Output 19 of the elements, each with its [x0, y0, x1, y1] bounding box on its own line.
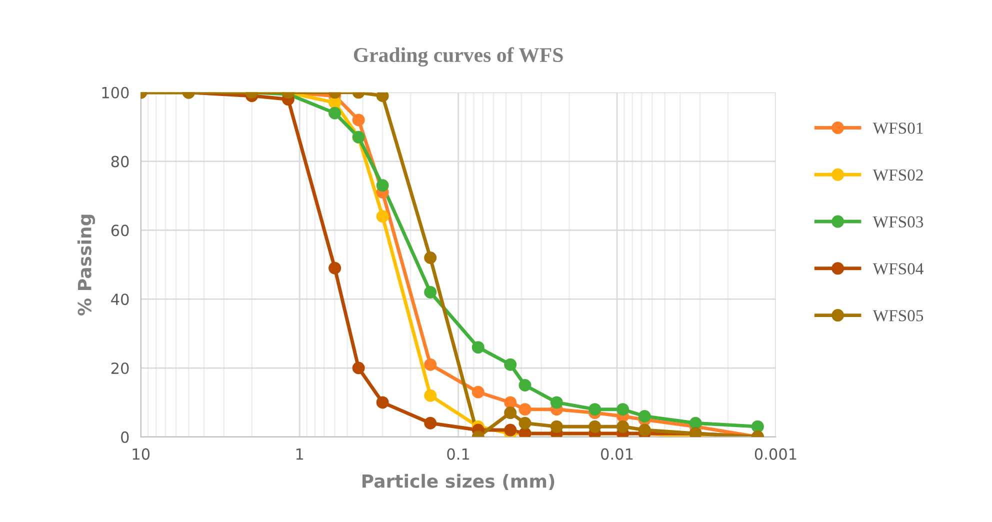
x-tick-label: 0.01	[601, 448, 633, 460]
x-axis-title: Particle sizes (mm)	[362, 474, 554, 490]
x-tick-label: 1	[296, 448, 304, 460]
legend-label: WFS03	[872, 216, 924, 228]
x-tick-label: 0.1	[447, 448, 470, 460]
y-tick-label: 20	[111, 362, 129, 374]
y-tick-label: 60	[111, 224, 129, 236]
y-tick-label: 80	[111, 156, 129, 168]
x-tick-label: 10	[132, 448, 150, 460]
legend-label: WFS05	[872, 310, 924, 322]
y-axis-title: % Passing	[77, 214, 96, 316]
x-tick-label: 0.001	[754, 448, 796, 460]
chart-title: Grading curves of WFS	[354, 47, 563, 66]
legend-label: WFS04	[872, 263, 924, 275]
y-tick-label: 100	[102, 86, 129, 98]
legend-label: WFS02	[872, 169, 923, 181]
y-tick-label: 0	[121, 431, 129, 443]
y-tick-label: 40	[111, 294, 129, 306]
legend-label: WFS01	[872, 122, 923, 134]
